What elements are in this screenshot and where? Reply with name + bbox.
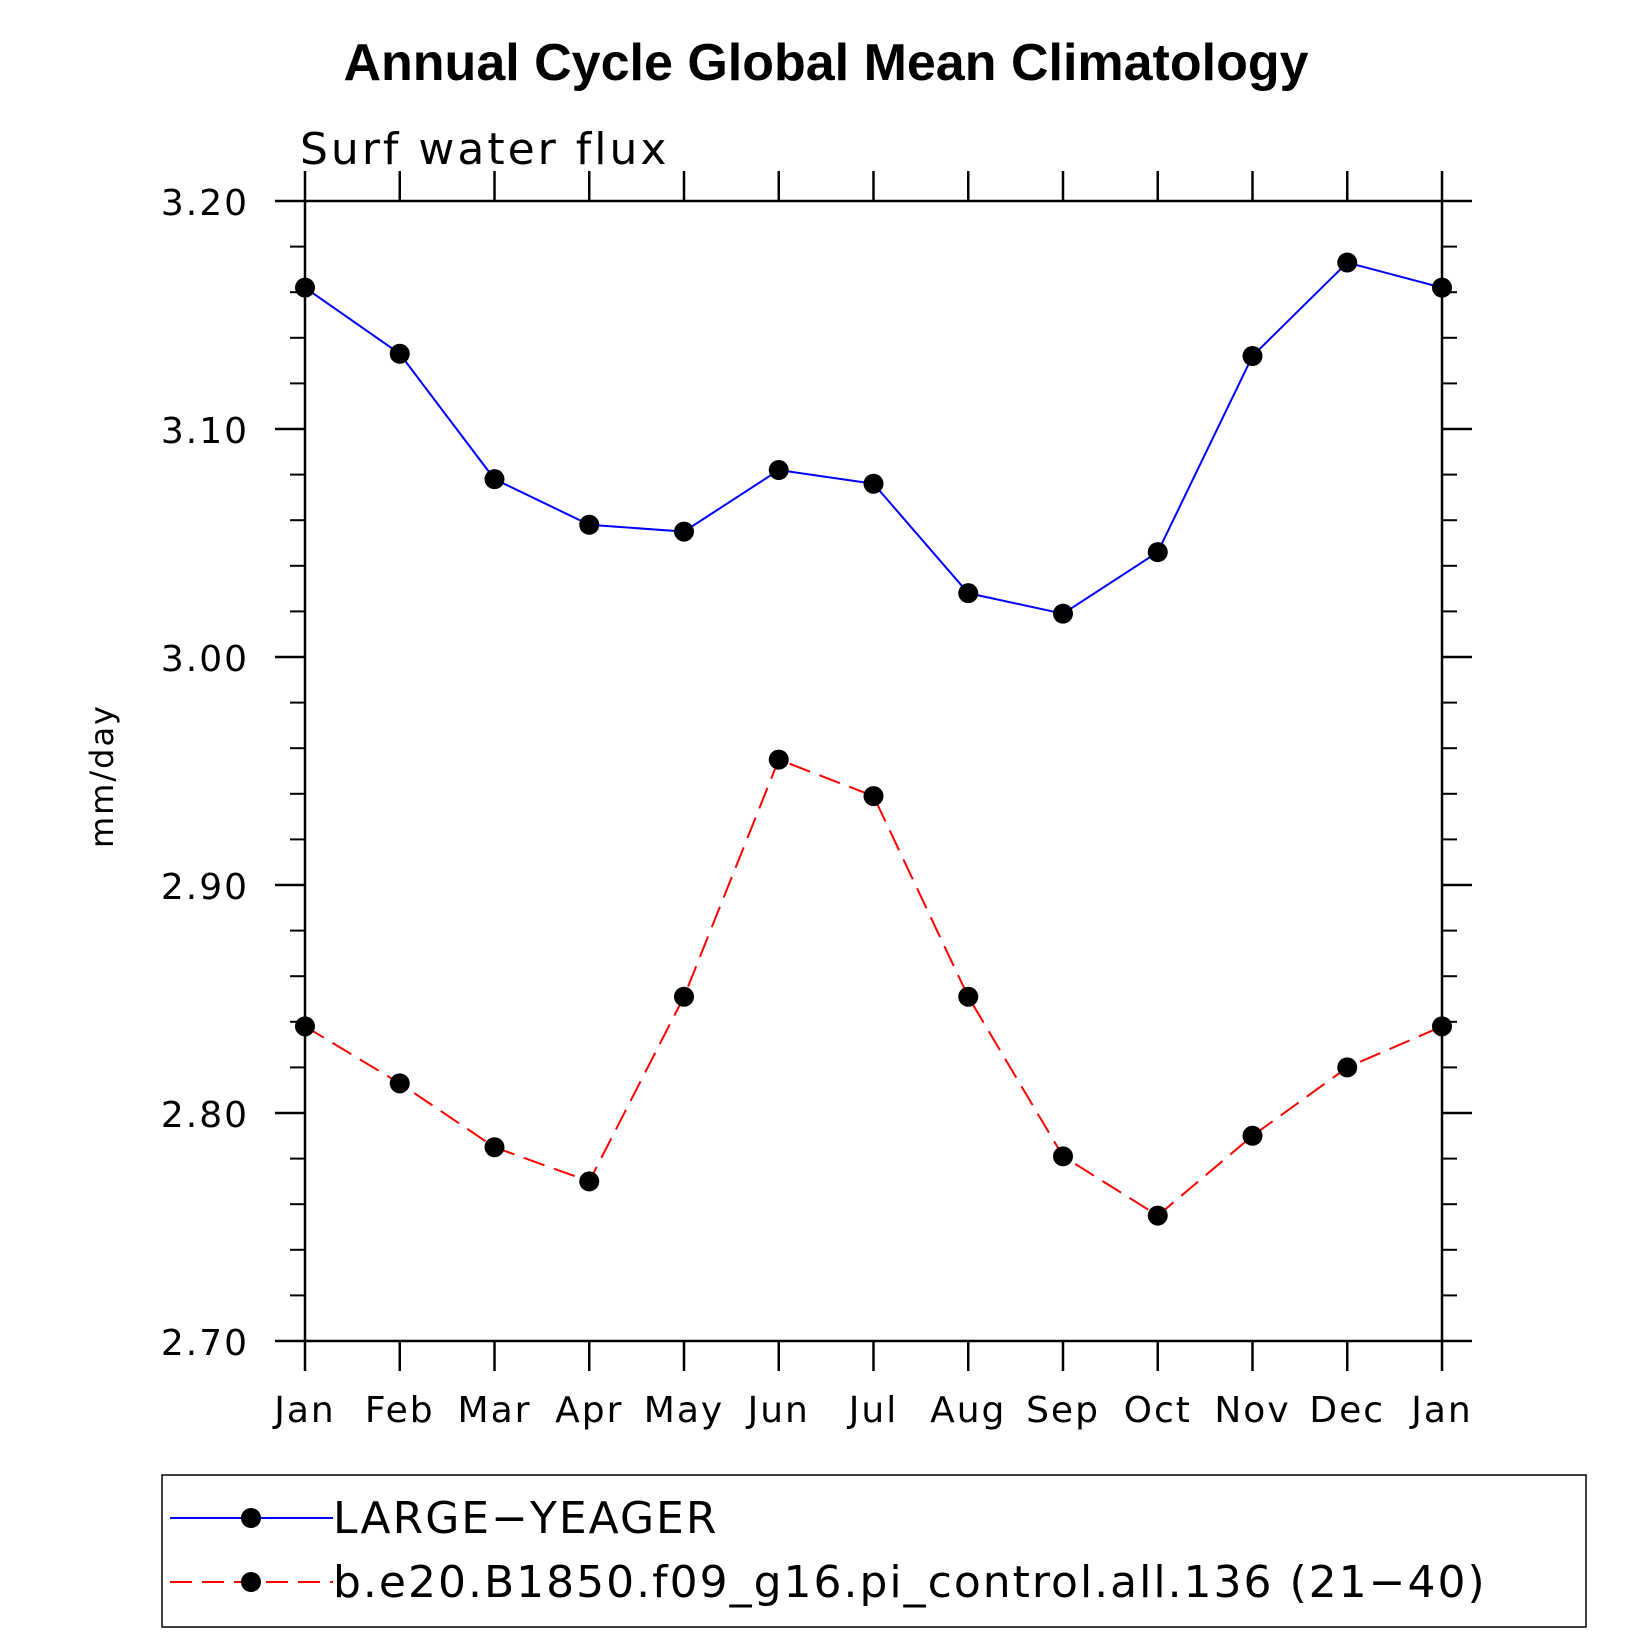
- data-point: [863, 473, 884, 494]
- legend-marker-pi-control: [241, 1572, 261, 1592]
- series-0: [295, 252, 1452, 624]
- series-layer: [295, 252, 1452, 1226]
- data-point: [674, 521, 694, 542]
- x-tick-label: Jul: [847, 1390, 898, 1431]
- data-point: [1147, 1205, 1168, 1226]
- y-tick-label: 3.20: [161, 183, 249, 224]
- data-point: [295, 277, 315, 298]
- y-tick-label: 2.70: [161, 1323, 249, 1364]
- y-tick-label: 3.00: [161, 639, 249, 680]
- data-point: [1053, 1146, 1073, 1167]
- data-point: [1053, 603, 1073, 624]
- data-point: [958, 583, 979, 604]
- data-point: [389, 343, 410, 364]
- legend-box: [161, 1474, 1587, 1628]
- y-tick-label: 2.90: [161, 867, 249, 908]
- data-point: [674, 986, 694, 1007]
- chart-title: Annual Cycle Global Mean Climatology: [343, 34, 1308, 92]
- data-point: [484, 469, 505, 490]
- series-line: [304, 758, 1443, 1217]
- data-point: [1242, 346, 1263, 367]
- data-point: [484, 1137, 505, 1158]
- data-point: [768, 749, 789, 770]
- x-tick-label: Nov: [1214, 1390, 1290, 1431]
- legend: LARGE−YEAGER b.e20.B1850.f09_g16.pi_cont…: [161, 1474, 1587, 1628]
- legend-marker-large-yeager: [241, 1508, 261, 1528]
- data-point: [579, 1171, 600, 1192]
- x-tick-label: Dec: [1309, 1390, 1385, 1431]
- series-1: [295, 749, 1452, 1226]
- data-point: [579, 514, 600, 535]
- x-tick-label: Jun: [746, 1390, 810, 1431]
- x-tick-label: Mar: [458, 1390, 532, 1431]
- x-tick-label: Jan: [272, 1390, 336, 1431]
- data-point: [1432, 1016, 1452, 1037]
- data-point: [863, 786, 884, 807]
- x-tick-label: Feb: [365, 1390, 435, 1431]
- data-point: [1337, 252, 1358, 273]
- legend-label-pi-control: b.e20.B1850.f09_g16.pi_control.all.136 (…: [333, 1557, 1487, 1608]
- legend-label-large-yeager: LARGE−YEAGER: [333, 1493, 718, 1544]
- chart-subtitle: Surf water flux: [300, 124, 669, 175]
- y-axis-label: mm/day: [83, 704, 121, 848]
- x-tick-label: Sep: [1026, 1390, 1100, 1431]
- data-point: [295, 1016, 315, 1037]
- axes: 3.20 3.10 3.00 2.90 2.80 2.70 Jan Feb Mar Apr May J…: [161, 171, 1473, 1431]
- x-tick-label: Oct: [1124, 1390, 1192, 1431]
- x-tick-label: Apr: [555, 1390, 623, 1431]
- x-tick-label: Aug: [930, 1390, 1006, 1431]
- data-point: [1432, 277, 1452, 298]
- y-tick-label: 2.80: [161, 1095, 249, 1136]
- data-point: [1337, 1057, 1358, 1078]
- data-point: [958, 986, 979, 1007]
- data-point: [1147, 542, 1168, 563]
- x-tick-label: May: [644, 1390, 724, 1431]
- data-point: [1242, 1125, 1263, 1146]
- data-point: [389, 1073, 410, 1094]
- plot-frame: [303, 199, 1444, 1343]
- y-tick-label: 3.10: [161, 411, 249, 452]
- data-point: [768, 460, 789, 481]
- series-line: [304, 261, 1443, 615]
- x-tick-label: Jan: [1409, 1390, 1473, 1431]
